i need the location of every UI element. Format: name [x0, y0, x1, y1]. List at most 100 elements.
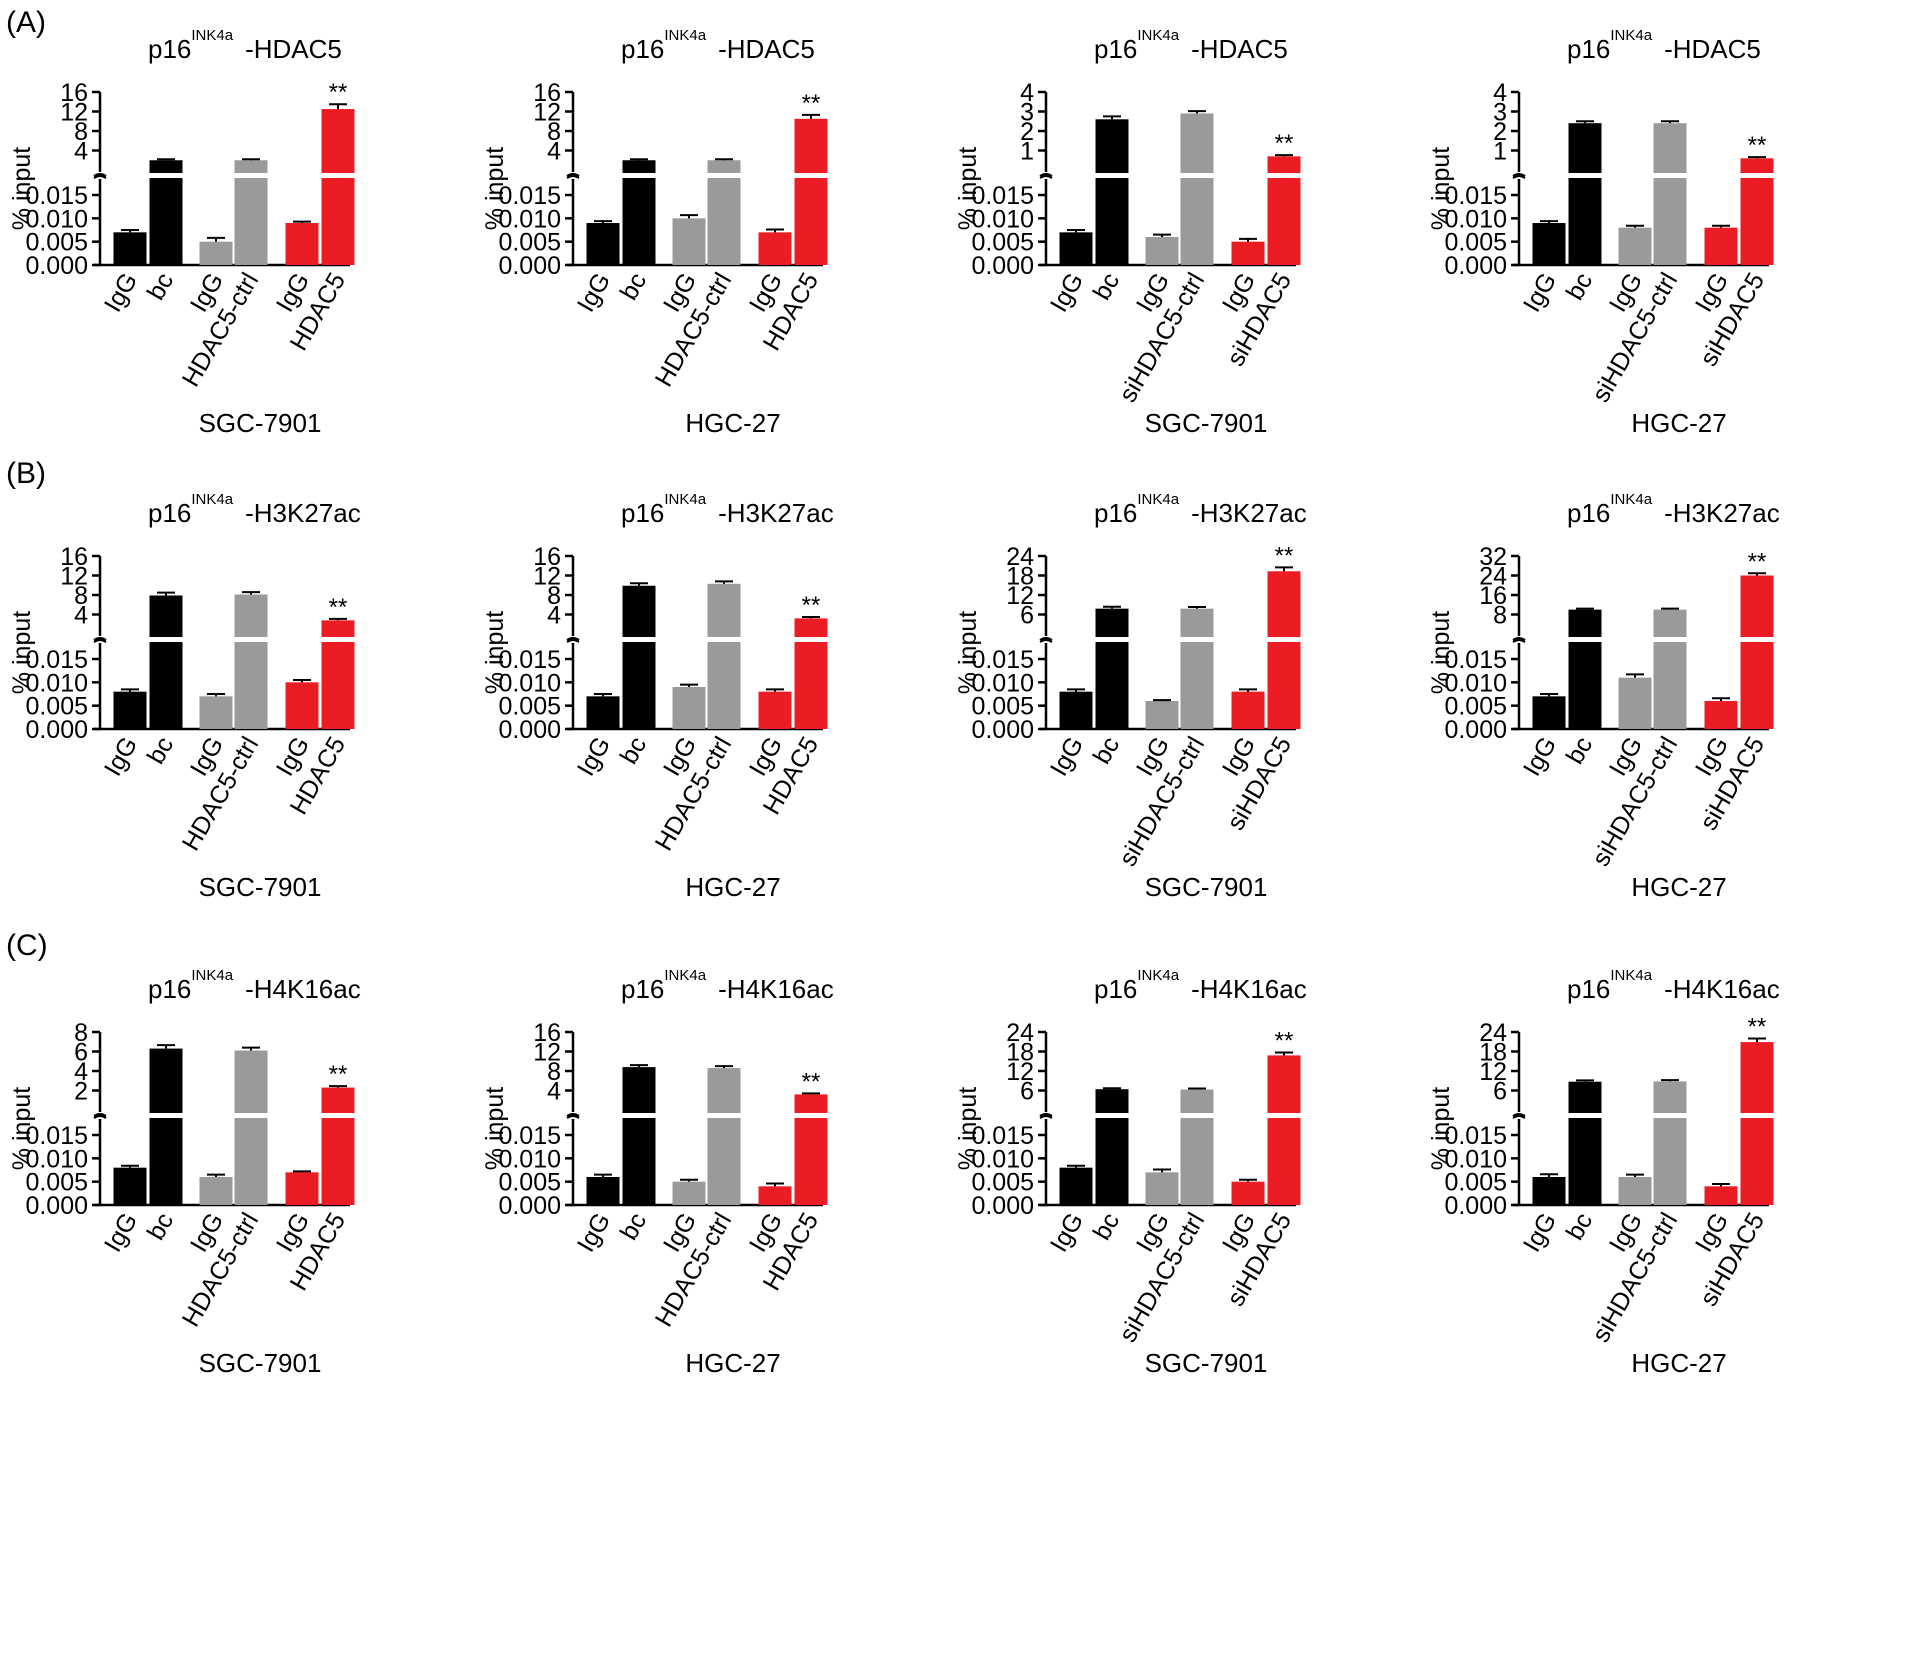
chart-1-0: p16INK4a -H3K27ac% input1612840.0150.0100…	[8, 491, 361, 902]
axis-break-mark	[1512, 175, 1526, 179]
significance-label: **	[1275, 1027, 1294, 1054]
bar	[758, 232, 792, 265]
y-tick-label: 6	[1493, 1078, 1507, 1106]
y-tick-label: 6	[1020, 1078, 1034, 1106]
y-tick-label: 4	[74, 1058, 88, 1086]
axis-break-mark	[566, 175, 580, 179]
y-tick-label: 0.010	[971, 1145, 1034, 1173]
bar-break-gap	[1652, 637, 1688, 642]
x-axis-label: SGC-7901	[199, 408, 322, 438]
bar	[321, 620, 355, 729]
bar	[1145, 701, 1179, 729]
bar	[707, 583, 741, 729]
bar-break-gap	[1567, 637, 1603, 642]
x-tick-label: bc	[615, 732, 652, 769]
x-tick-label: IgG	[99, 732, 143, 781]
bar-break-gap	[793, 173, 829, 178]
x-axis-label: HGC-27	[685, 872, 780, 902]
chart-0-0: p16INK4a -HDAC5% input1612840.0150.0100.0…	[8, 27, 356, 438]
y-axis-label: % input	[8, 611, 36, 694]
bar	[1095, 608, 1129, 729]
chart-title: p16INK4a -H4K16ac	[1567, 967, 1780, 1004]
significance-label: **	[1748, 548, 1767, 575]
bar-break-gap	[706, 1113, 742, 1118]
axis-break-mark	[566, 173, 580, 177]
y-tick-label: 0.000	[971, 1192, 1034, 1220]
bar-break-gap	[320, 173, 356, 178]
chart-2-0: p16INK4a -H4K16ac% input86420.0150.0100.0…	[8, 967, 361, 1378]
bar-break-gap	[1739, 173, 1775, 178]
bar	[794, 1094, 828, 1205]
x-tick-label: bc	[615, 1208, 652, 1245]
y-axis-label: % input	[1427, 611, 1455, 694]
axis-break-mark	[93, 173, 107, 177]
bar-break-gap	[1094, 637, 1130, 642]
bar	[1180, 608, 1214, 729]
x-axis-label: HGC-27	[1631, 872, 1726, 902]
x-tick-label: bc	[1088, 1208, 1125, 1245]
bar-break-gap	[1179, 1113, 1215, 1118]
bar	[1568, 609, 1602, 729]
x-tick-label: IgG	[572, 268, 616, 317]
bar	[1704, 227, 1738, 265]
y-tick-label: 0.000	[971, 252, 1034, 280]
y-tick-label: 2	[74, 1078, 88, 1106]
axis-break-mark	[1039, 1115, 1053, 1119]
x-axis-label: SGC-7901	[1145, 872, 1268, 902]
y-tick-label: 0.005	[498, 1169, 561, 1197]
y-axis-label: % input	[481, 1087, 509, 1170]
axis-break-mark	[1512, 173, 1526, 177]
significance-label: **	[329, 1061, 348, 1088]
axis-break-mark	[1512, 1115, 1526, 1119]
bar-break-gap	[233, 173, 269, 178]
y-tick-label: 1	[1493, 138, 1507, 166]
x-axis-label: HGC-27	[685, 408, 780, 438]
bar	[113, 232, 147, 265]
y-tick-label: 0.015	[498, 1122, 561, 1150]
bar	[149, 1048, 183, 1205]
axis-break-mark	[93, 637, 107, 641]
y-tick-label: 0.010	[1444, 1145, 1507, 1173]
bar-break-gap	[621, 1113, 657, 1118]
y-tick-label: 0.000	[25, 1192, 88, 1220]
y-tick-label: 0.000	[1444, 1192, 1507, 1220]
y-tick-label: 0.000	[971, 716, 1034, 744]
axis-break-mark	[566, 637, 580, 641]
significance-label: **	[802, 90, 821, 117]
y-tick-label: 0.015	[498, 182, 561, 210]
y-tick-label: 4	[547, 138, 561, 166]
chart-title: p16INK4a -H4K16ac	[1094, 967, 1307, 1004]
bar-break-gap	[793, 1113, 829, 1118]
axis-break-mark	[1512, 637, 1526, 641]
bar	[1180, 113, 1214, 265]
bar-break-gap	[1652, 1113, 1688, 1118]
y-tick-label: 8	[74, 118, 88, 146]
y-tick-label: 0.010	[25, 205, 88, 233]
bar	[149, 595, 183, 729]
bar	[1267, 1055, 1301, 1205]
chart-title: p16INK4a -HDAC5	[1567, 27, 1761, 64]
y-tick-label: 12	[533, 1039, 561, 1067]
bar	[672, 687, 706, 729]
chart-0-1: p16INK4a -HDAC5% input1612840.0150.0100.0…	[481, 27, 829, 438]
y-tick-label: 0.005	[971, 1169, 1034, 1197]
y-tick-label: 6	[74, 1039, 88, 1067]
bar	[285, 223, 319, 265]
bar	[794, 118, 828, 265]
y-tick-label: 0.015	[1444, 646, 1507, 674]
y-tick-label: 0.015	[1444, 182, 1507, 210]
y-tick-label: 0.015	[971, 646, 1034, 674]
x-tick-label: IgG	[1045, 268, 1089, 317]
x-tick-label: bc	[1088, 732, 1125, 769]
y-tick-label: 12	[1006, 1058, 1034, 1086]
y-tick-label: 0.000	[25, 252, 88, 280]
panel-label: (B)	[6, 457, 46, 490]
y-tick-label: 24	[1006, 543, 1034, 571]
y-tick-label: 4	[1493, 79, 1507, 107]
y-axis-label: % input	[954, 1087, 982, 1170]
x-tick-label: bc	[1561, 268, 1598, 305]
axis-break-mark	[1039, 639, 1053, 643]
